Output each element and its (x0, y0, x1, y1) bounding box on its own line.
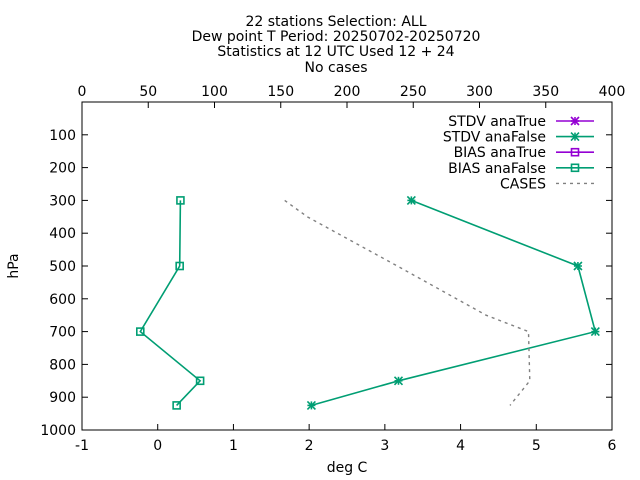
series-line-1 (311, 199, 597, 407)
x2-tick-label: 200 (334, 84, 361, 100)
x2-tick-label: 300 (466, 84, 493, 100)
y-tick-label: 600 (49, 292, 76, 308)
chart-title-line-1: 22 stations Selection: ALL (245, 14, 426, 30)
series-1-point-4 (306, 400, 316, 410)
y-tick-label: 200 (49, 161, 76, 177)
series-1-point-3 (393, 376, 404, 386)
y-tick-label: 1000 (40, 423, 76, 439)
x-tick-label: 5 (532, 438, 541, 454)
x-tick-label: -1 (75, 438, 89, 454)
chart-title-line-4: No cases (305, 60, 368, 76)
legend-label: CASES (500, 176, 546, 192)
series-layer (136, 195, 600, 410)
x2-tick-label: 350 (532, 84, 559, 100)
series-3-point-3 (195, 376, 205, 386)
series-line-3 (139, 200, 202, 406)
chart-title-line-2: Dew point T Period: 20250702-20250720 (192, 29, 481, 45)
legend-marker (570, 163, 580, 173)
series-3-point-1 (175, 261, 184, 271)
x2-tick-label: 150 (267, 84, 294, 100)
legend-label: STDV anaFalse (443, 130, 546, 146)
series-line-4 (284, 199, 531, 406)
x-axis-label: deg C (327, 460, 368, 476)
y-axis: 100 200 300 400 500 600 700 800 900 1000 (40, 128, 612, 439)
y-axis-label: hPa (6, 253, 22, 278)
x-tick-label: 4 (456, 438, 465, 454)
series-3-point-0 (176, 196, 185, 205)
x-axis: -1 0 1 2 3 4 5 6 (75, 424, 617, 454)
y-tick-label: 100 (49, 128, 76, 144)
legend-marker (570, 132, 580, 142)
series-3-point-2 (136, 327, 145, 336)
y-tick-label: 900 (49, 390, 76, 406)
y-tick-label: 800 (49, 357, 76, 373)
x2-tick-label: 50 (139, 84, 157, 100)
y-tick-label: 500 (49, 259, 76, 275)
legend-marker (570, 147, 580, 157)
x2-tick-label: 0 (78, 84, 87, 100)
legend-label: STDV anaTrue (448, 114, 546, 130)
x2-tick-label: 100 (201, 84, 228, 100)
x2-axis: 0 50 100 150 200 250 300 350 400 (78, 84, 626, 108)
x-tick-label: 1 (229, 438, 238, 454)
series-1-point-2 (590, 327, 600, 337)
x-tick-label: 6 (608, 438, 617, 454)
legend-marker (570, 116, 580, 126)
legend-label: BIAS anaFalse (448, 161, 546, 177)
x2-tick-label: 400 (599, 84, 626, 100)
x-tick-label: 2 (305, 438, 314, 454)
x-tick-label: 0 (153, 438, 162, 454)
legend-label: BIAS anaTrue (454, 145, 546, 161)
series-1-point-1 (573, 261, 583, 271)
y-tick-label: 400 (49, 226, 76, 242)
chart-title-line-3: Statistics at 12 UTC Used 12 + 24 (217, 44, 454, 60)
y-tick-label: 700 (49, 325, 76, 341)
series-3-point-4 (172, 401, 181, 410)
series-1-point-0 (406, 195, 416, 205)
y-tick-label: 300 (49, 193, 76, 209)
x-tick-label: 3 (380, 438, 389, 454)
x2-tick-label: 250 (400, 84, 427, 100)
